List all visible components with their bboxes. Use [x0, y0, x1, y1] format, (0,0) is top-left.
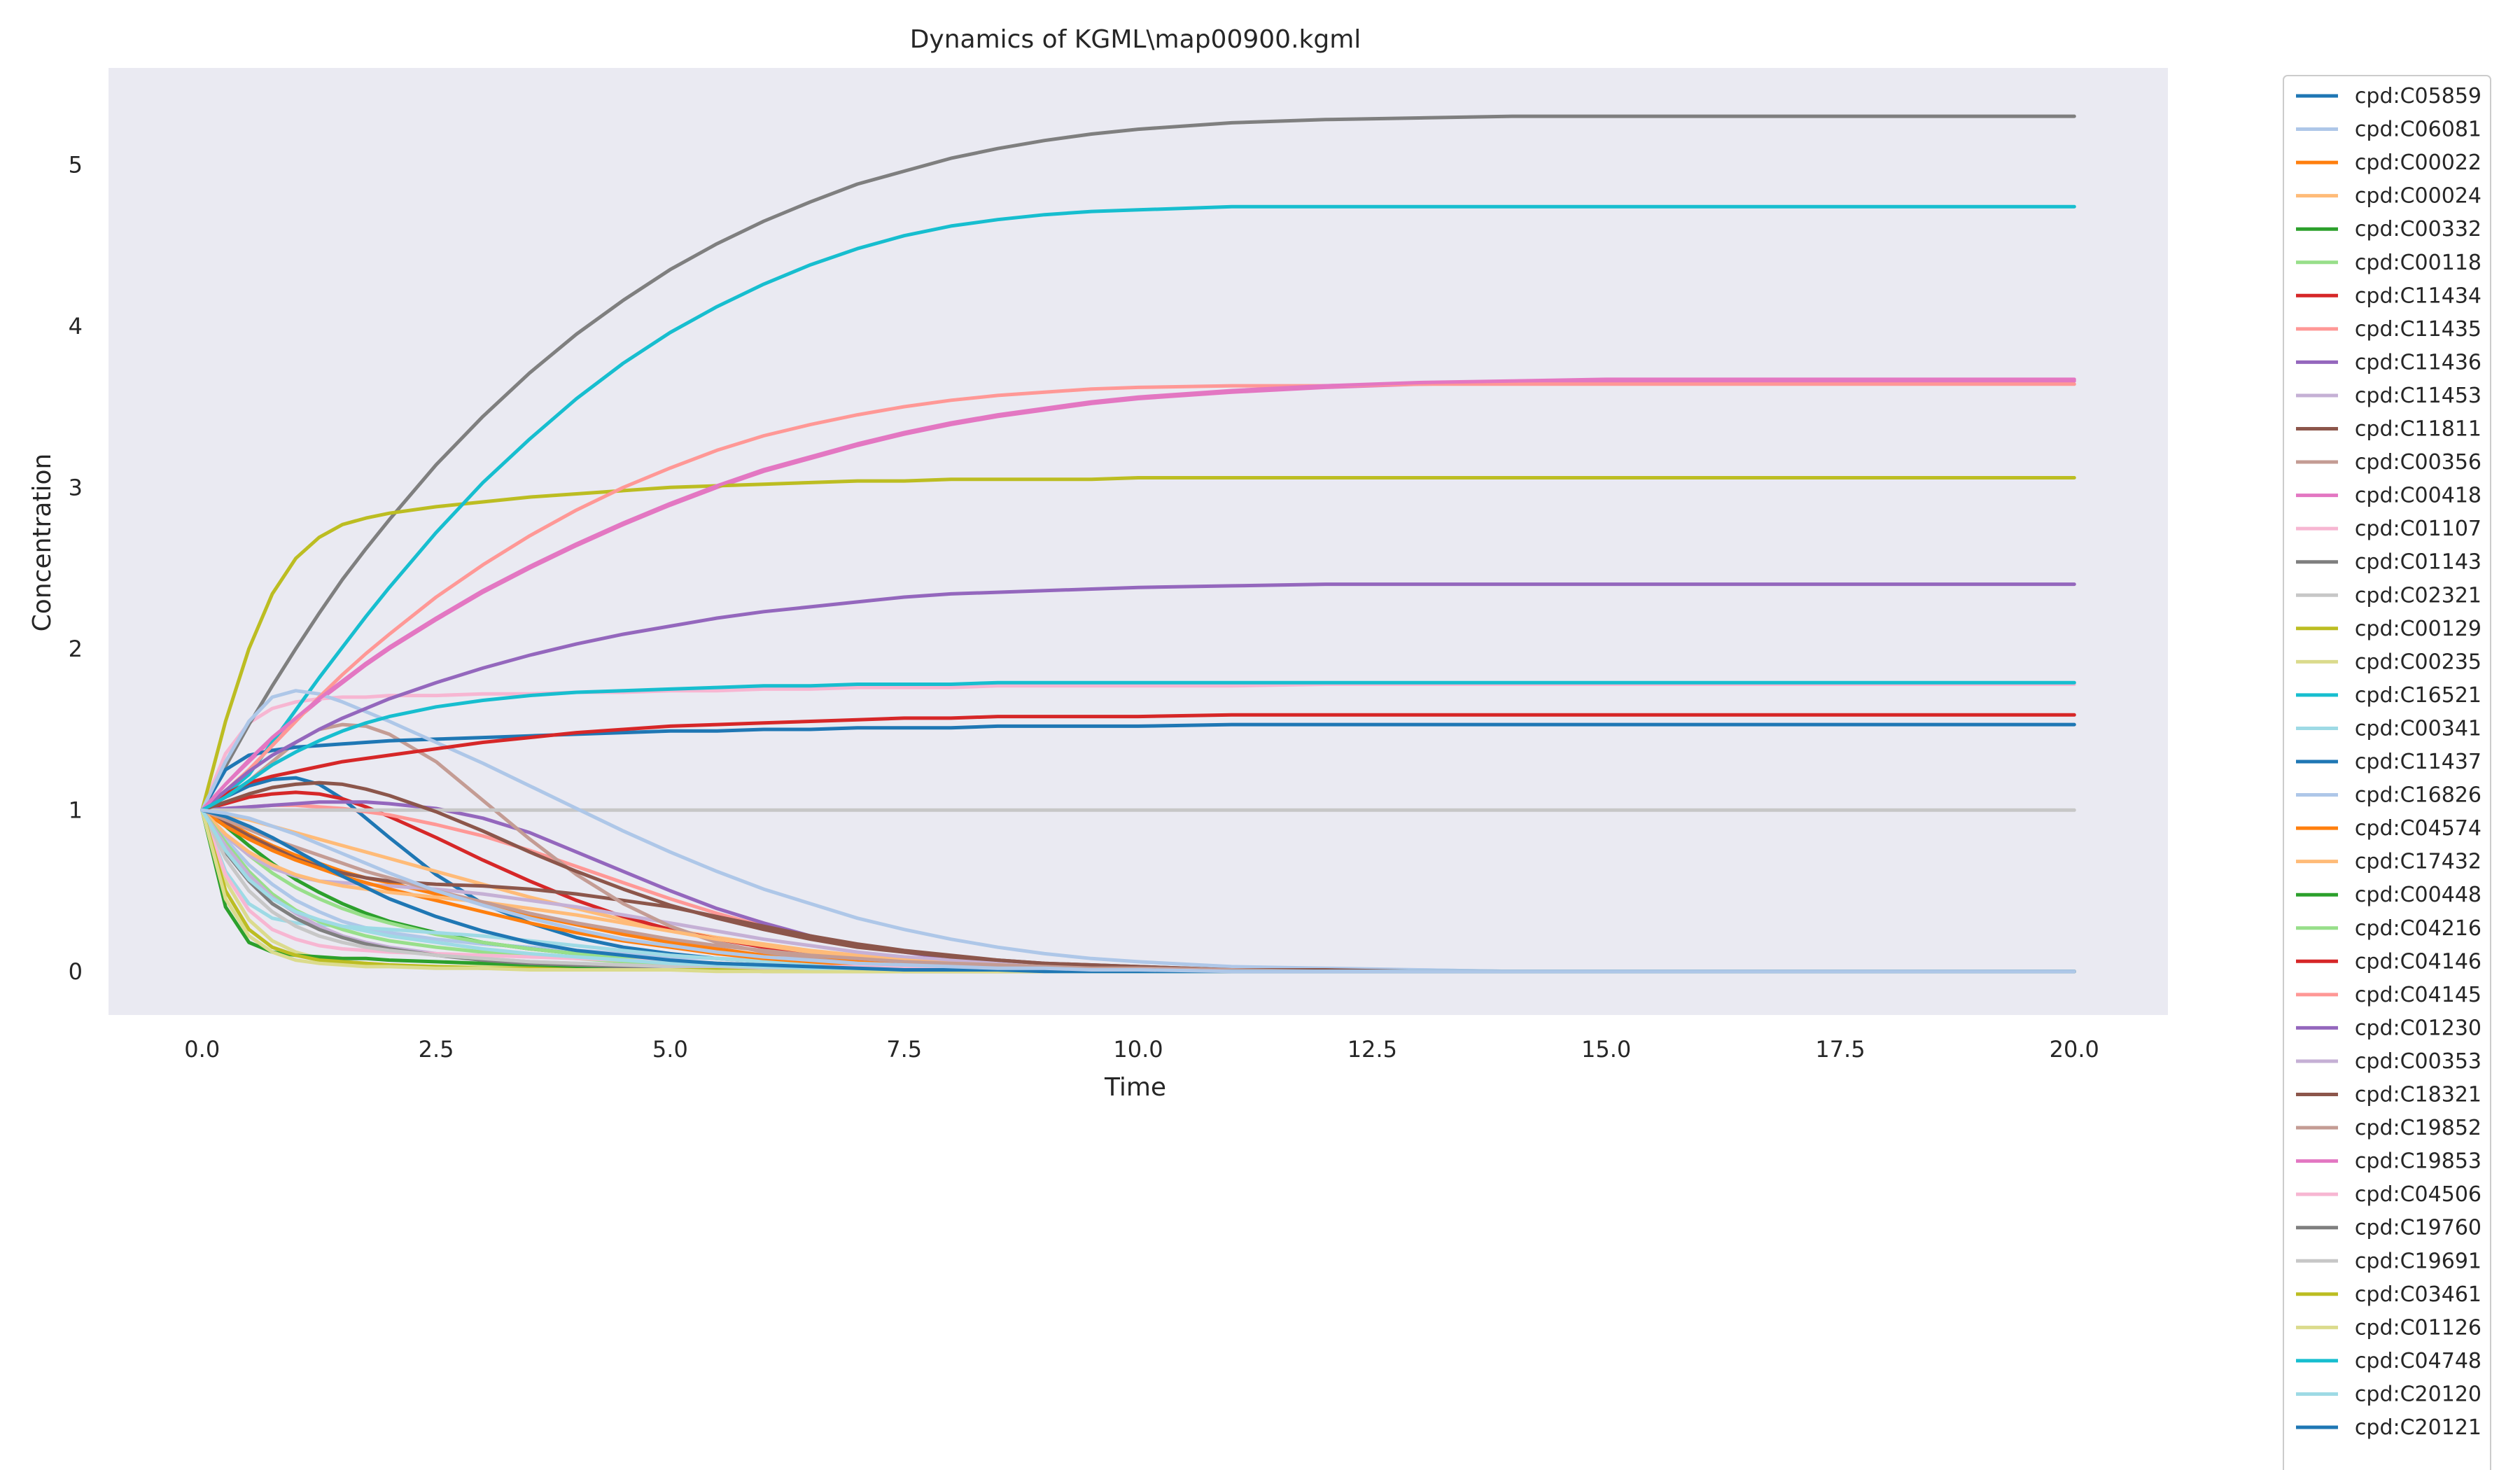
- y-tick-label: 0: [69, 958, 83, 985]
- legend-entry: cpd:C00024: [2355, 184, 2482, 209]
- series-lines: [200, 114, 2076, 974]
- legend-entry: cpd:C11811: [2355, 417, 2482, 442]
- legend-entry: cpd:C11436: [2355, 350, 2482, 374]
- x-tick-label: 20.0: [2050, 1036, 2099, 1063]
- series-line: [200, 382, 2076, 812]
- x-tick-labels: 0.0 2.5 5.0 7.5 10.0 12.5 15.0 17.5 20.0: [184, 1036, 2099, 1063]
- series-line: [200, 680, 2076, 812]
- legend-entry: cpd:C02321: [2355, 583, 2482, 608]
- legend-entry: cpd:C01107: [2355, 517, 2482, 541]
- legend-entry: cpd:C19691: [2355, 1249, 2482, 1273]
- legend-entry: cpd:C00129: [2355, 617, 2482, 641]
- legend-entry: cpd:C18321: [2355, 1083, 2482, 1107]
- series-line: [200, 204, 2076, 812]
- legend-entry: cpd:C04506: [2355, 1182, 2482, 1207]
- legend-entry: cpd:C00353: [2355, 1049, 2482, 1074]
- legend-entry: cpd:C05859: [2355, 84, 2482, 108]
- legend-entry: cpd:C19852: [2355, 1116, 2482, 1140]
- y-tick-label: 3: [69, 474, 83, 500]
- y-tick-label: 1: [69, 797, 83, 823]
- legend-entry: cpd:C19853: [2355, 1149, 2482, 1174]
- legend-entry: cpd:C00341: [2355, 716, 2482, 741]
- legend-entry: cpd:C03461: [2355, 1282, 2482, 1307]
- legend-entry: cpd:C04145: [2355, 983, 2482, 1007]
- x-tick-label: 7.5: [886, 1036, 922, 1063]
- x-tick-label: 15.0: [1581, 1036, 1631, 1063]
- chart-title: Dynamics of KGML\map00900.kgml: [910, 25, 1362, 54]
- legend-entry: cpd:C00356: [2355, 450, 2482, 475]
- legend-entry: cpd:C04216: [2355, 916, 2482, 941]
- x-tick-label: 5.0: [652, 1036, 688, 1063]
- series-line: [200, 377, 2076, 812]
- legend-entry: cpd:C04748: [2355, 1349, 2482, 1373]
- legend-entry: cpd:C20120: [2355, 1382, 2482, 1406]
- legend-entry: cpd:C11435: [2355, 317, 2482, 342]
- y-tick-labels: 0 1 2 3 4 5: [69, 151, 83, 984]
- y-tick-label: 2: [69, 636, 83, 662]
- legend-entry: cpd:C00448: [2355, 883, 2482, 907]
- legend-entry: cpd:C00332: [2355, 217, 2482, 241]
- y-tick-label: 4: [69, 313, 83, 340]
- plot-area: [108, 68, 2168, 1015]
- legend-entry: cpd:C01230: [2355, 1016, 2482, 1040]
- legend-entry: cpd:C16826: [2355, 783, 2482, 808]
- legend-entry: cpd:C11434: [2355, 284, 2482, 308]
- legend: cpd:C05859 cpd:C06081 cpd:C00022 cpd:C00024…: [2283, 75, 2491, 1470]
- legend-entry: cpd:C01126: [2355, 1315, 2482, 1340]
- legend-entry: cpd:C00235: [2355, 650, 2482, 674]
- legend-entry: cpd:C00022: [2355, 150, 2482, 175]
- legend-entry: cpd:C01143: [2355, 550, 2482, 575]
- legend-entry: cpd:C19760: [2355, 1216, 2482, 1240]
- y-axis-label: Concentration: [28, 454, 57, 632]
- series-line: [200, 114, 2076, 812]
- series-line: [200, 713, 2076, 812]
- y-tick-label: 5: [69, 151, 83, 178]
- legend-entry: cpd:C06081: [2355, 118, 2482, 142]
- series-line: [200, 808, 2076, 974]
- series-line: [200, 722, 2076, 812]
- series-line: [200, 582, 2076, 812]
- x-tick-label: 10.0: [1113, 1036, 1163, 1063]
- legend-entry: cpd:C16521: [2355, 683, 2482, 708]
- legend-entry: cpd:C11437: [2355, 750, 2482, 774]
- legend-entry: cpd:C20121: [2355, 1415, 2482, 1440]
- x-tick-label: 12.5: [1348, 1036, 1397, 1063]
- series-line: [200, 476, 2076, 812]
- x-tick-label: 17.5: [1815, 1036, 1865, 1063]
- legend-entry: cpd:C00118: [2355, 251, 2482, 275]
- legend-entry: cpd:C17432: [2355, 850, 2482, 874]
- legend-entry: cpd:C04574: [2355, 816, 2482, 841]
- x-axis-label: Time: [1104, 1073, 1166, 1102]
- legend-entry: cpd:C11453: [2355, 384, 2482, 408]
- x-tick-label: 0.0: [184, 1036, 220, 1063]
- x-tick-label: 2.5: [419, 1036, 454, 1063]
- legend-entry: cpd:C04146: [2355, 949, 2482, 974]
- legend-entry: cpd:C00418: [2355, 484, 2482, 508]
- legend-frame: [2283, 75, 2491, 1470]
